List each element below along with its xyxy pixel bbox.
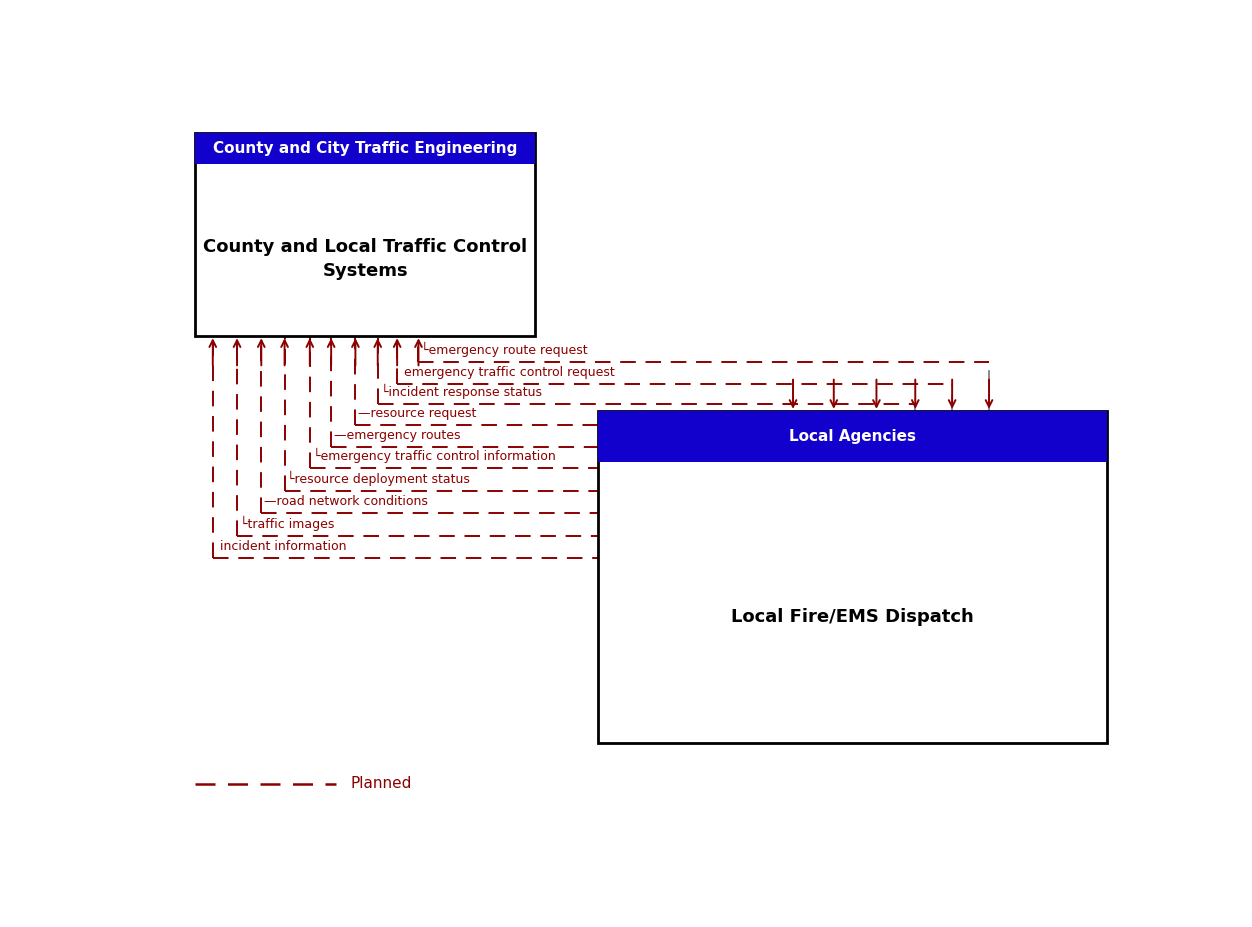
Text: —emergency routes: —emergency routes [334,428,461,442]
Bar [195,133,535,337]
Text: incident information: incident information [215,540,347,553]
Text: —resource request: —resource request [358,407,477,420]
Text: Local Agencies: Local Agencies [789,429,916,444]
Text: Local Fire/EMS Dispatch: Local Fire/EMS Dispatch [731,608,974,626]
Text: —road network conditions: —road network conditions [264,495,428,508]
Bar [598,411,1107,743]
Bar [598,411,1107,463]
Text: County and City Traffic Engineering: County and City Traffic Engineering [213,141,517,156]
Text: └emergency route request: └emergency route request [422,342,588,358]
Text: └resource deployment status: └resource deployment status [288,471,471,486]
Text: └incident response status: └incident response status [381,384,542,399]
Text: └traffic images: └traffic images [240,515,334,531]
Text: Planned: Planned [351,776,412,791]
Text: └emergency traffic control information: └emergency traffic control information [313,448,556,464]
Bar [195,133,535,164]
Text: emergency traffic control request: emergency traffic control request [401,366,615,379]
Text: County and Local Traffic Control
Systems: County and Local Traffic Control Systems [203,238,527,280]
